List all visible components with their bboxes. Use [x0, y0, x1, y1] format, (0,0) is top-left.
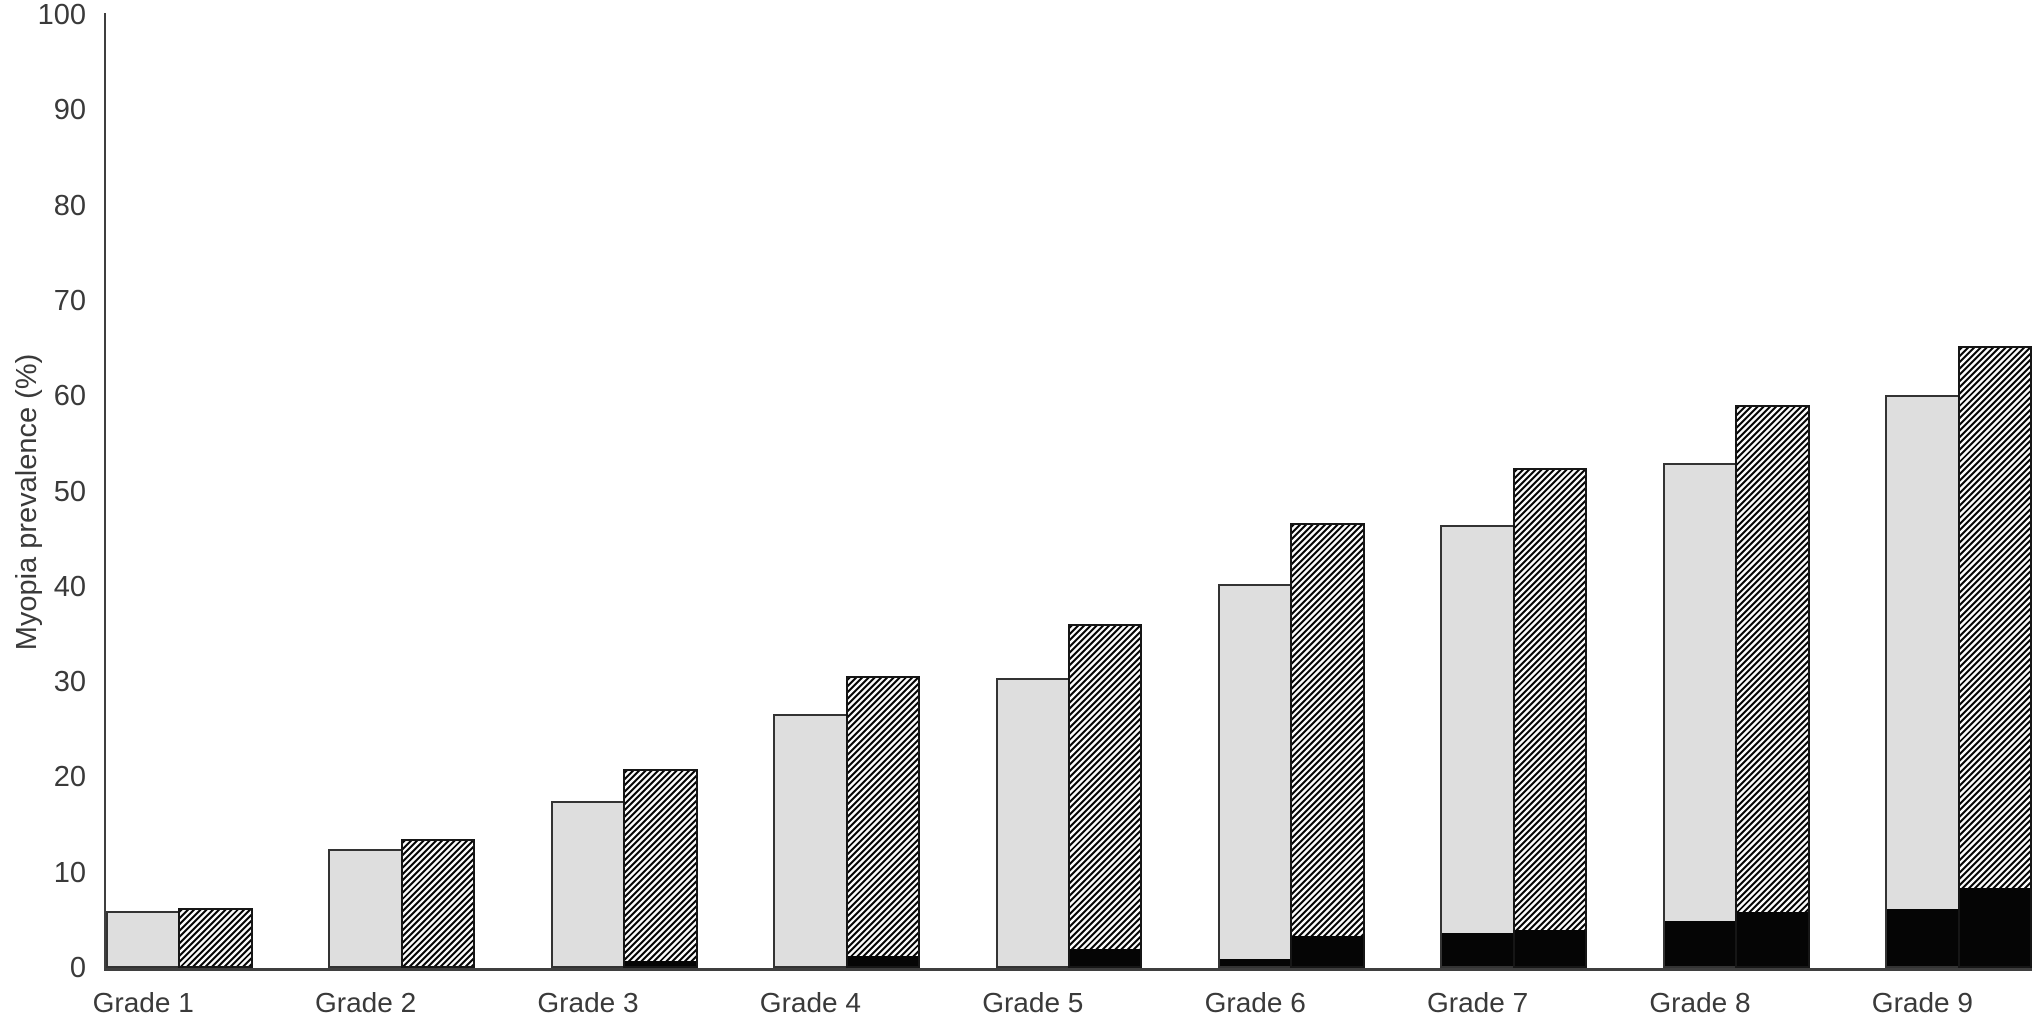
black-base-segment [1514, 929, 1586, 966]
bar-grade-8-solid [1662, 462, 1738, 968]
ytick-label-90: 90 [53, 94, 86, 127]
xcat-label-grade-9: Grade 9 [1871, 987, 1973, 1016]
black-base-segment [1292, 935, 1363, 966]
bar-grade-7-hatched [1512, 467, 1588, 968]
bar-grade-5-hatched [1068, 623, 1143, 968]
black-base-segment [625, 961, 696, 966]
ytick-label-80: 80 [53, 189, 86, 222]
bar-grade-3-hatched [623, 768, 698, 968]
black-base-segment [1959, 887, 2030, 966]
bar-grade-9-solid [1885, 395, 1960, 968]
bar-grade-9-hatched [1957, 345, 2032, 968]
bar-grade-4-hatched [845, 676, 920, 968]
bar-grade-8-hatched [1735, 404, 1810, 968]
ytick-label-60: 60 [53, 380, 86, 413]
xcat-label-grade-5: Grade 5 [982, 987, 1084, 1016]
bar-grade-5-solid [995, 678, 1070, 968]
bar-grade-2-solid [328, 848, 403, 968]
xcat-label-grade-3: Grade 3 [537, 987, 639, 1016]
xcat-label-grade-6: Grade 6 [1204, 987, 1306, 1016]
ytick-label-0: 0 [69, 952, 86, 984]
bar-grade-6-solid [1218, 583, 1293, 968]
black-base-segment [1070, 948, 1141, 966]
black-base-segment [1887, 908, 1958, 966]
x-axis-line [104, 968, 2032, 971]
black-base-segment [1442, 932, 1513, 966]
ytick-label-30: 30 [53, 666, 86, 699]
ytick-label-50: 50 [53, 475, 86, 508]
black-base-segment [847, 956, 918, 966]
bar-grade-6-hatched [1290, 522, 1365, 968]
ytick-label-10: 10 [53, 856, 86, 889]
black-base-segment [1737, 911, 1808, 966]
bar-grade-7-solid [1440, 524, 1515, 968]
ytick-label-40: 40 [53, 570, 86, 603]
ytick-label-20: 20 [53, 761, 86, 794]
xcat-label-grade-4: Grade 4 [759, 987, 861, 1016]
bar-grade-3-solid [550, 801, 626, 968]
bar-grade-2-hatched [400, 839, 476, 968]
bar-grade-4-solid [773, 713, 848, 968]
y-axis-line [104, 13, 106, 969]
xcat-label-grade-7: Grade 7 [1427, 987, 1529, 1016]
ytick-label-70: 70 [53, 284, 86, 317]
ytick-label-100: 100 [37, 0, 86, 31]
black-base-segment [1664, 921, 1736, 966]
xcat-label-grade-1: Grade 1 [92, 987, 194, 1016]
bar-grade-1-solid [106, 910, 181, 968]
black-base-segment [1220, 959, 1291, 966]
xcat-label-grade-8: Grade 8 [1649, 987, 1751, 1016]
xcat-label-grade-2: Grade 2 [315, 987, 417, 1016]
bar-grade-1-hatched [178, 907, 253, 968]
